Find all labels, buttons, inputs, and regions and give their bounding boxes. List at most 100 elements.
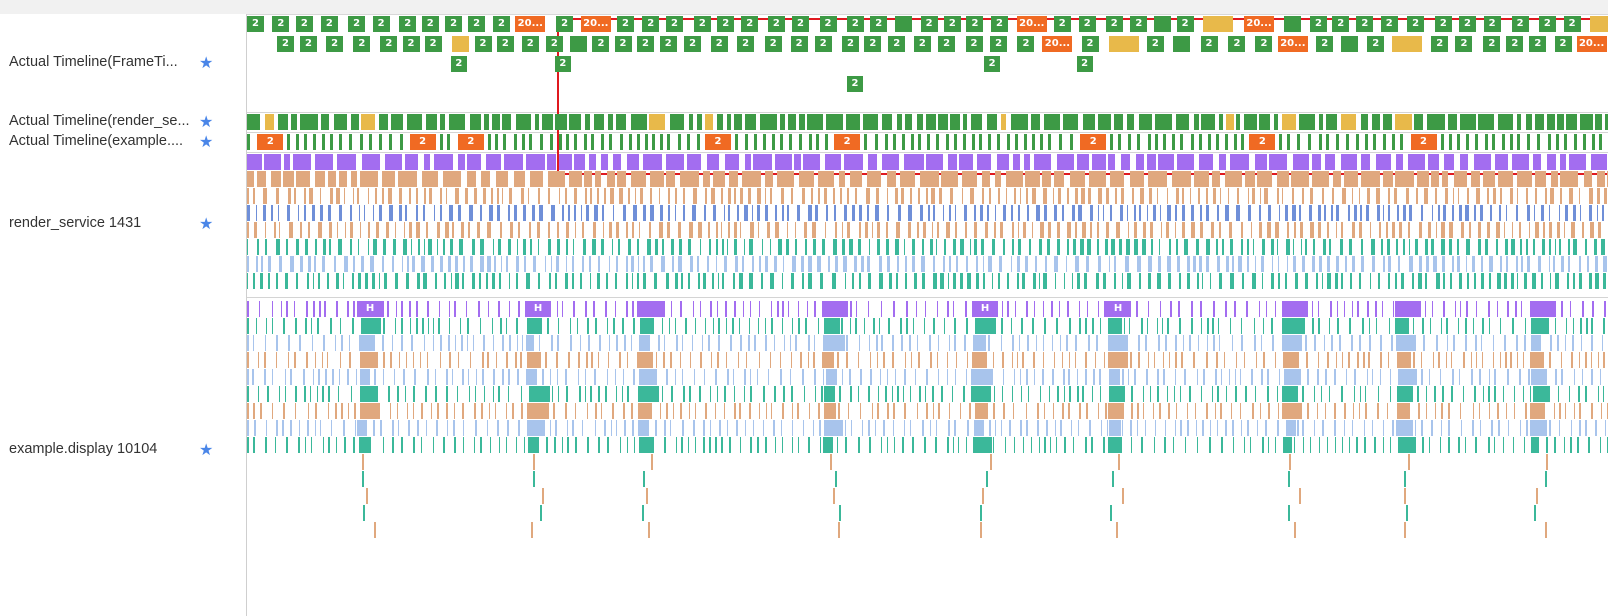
process-slice[interactable] bbox=[1504, 273, 1508, 289]
process-slice[interactable] bbox=[655, 352, 658, 368]
timeline-slice[interactable] bbox=[1466, 134, 1470, 150]
process-slice[interactable] bbox=[1264, 188, 1268, 204]
process-slice[interactable] bbox=[284, 386, 287, 402]
process-slice[interactable] bbox=[1426, 256, 1429, 272]
process-slice[interactable] bbox=[670, 352, 672, 368]
process-slice[interactable] bbox=[1293, 437, 1296, 453]
process-slice[interactable] bbox=[352, 318, 354, 334]
process-slice[interactable] bbox=[1200, 301, 1202, 317]
timeline-slice[interactable] bbox=[1282, 114, 1296, 130]
process-slice[interactable] bbox=[1239, 369, 1242, 385]
process-slice[interactable] bbox=[780, 188, 784, 204]
process-slice[interactable] bbox=[1105, 239, 1108, 255]
process-slice[interactable] bbox=[610, 188, 614, 204]
process-slice[interactable] bbox=[573, 301, 575, 317]
process-slice[interactable] bbox=[661, 256, 665, 272]
process-slice[interactable] bbox=[1474, 386, 1476, 402]
process-slice[interactable] bbox=[628, 239, 631, 255]
process-slice[interactable] bbox=[1165, 222, 1170, 238]
process-slice[interactable] bbox=[1013, 437, 1016, 453]
frame-slice[interactable]: 2 bbox=[614, 36, 632, 52]
process-slice[interactable] bbox=[247, 437, 249, 453]
process-slice[interactable] bbox=[1275, 222, 1280, 238]
process-slice[interactable] bbox=[551, 335, 553, 351]
process-slice[interactable] bbox=[1167, 273, 1172, 289]
process-slice[interactable] bbox=[742, 301, 745, 317]
process-slice[interactable] bbox=[733, 273, 736, 289]
process-slice[interactable] bbox=[1578, 273, 1582, 289]
process-slice[interactable] bbox=[1505, 239, 1508, 255]
process-slice[interactable] bbox=[935, 437, 937, 453]
process-slice[interactable] bbox=[1130, 352, 1132, 368]
process-slice[interactable] bbox=[558, 154, 572, 170]
process-slice[interactable] bbox=[846, 222, 851, 238]
process-slice[interactable] bbox=[1108, 369, 1121, 385]
process-slice[interactable] bbox=[893, 437, 896, 453]
process-slice[interactable] bbox=[1569, 188, 1574, 204]
process-slice[interactable] bbox=[681, 273, 683, 289]
process-slice[interactable] bbox=[641, 505, 644, 521]
process-slice[interactable] bbox=[502, 369, 504, 385]
process-slice[interactable] bbox=[694, 403, 697, 419]
process-slice[interactable] bbox=[509, 188, 513, 204]
process-slice[interactable] bbox=[834, 471, 837, 487]
process-slice[interactable] bbox=[783, 256, 785, 272]
process-slice[interactable] bbox=[1359, 386, 1361, 402]
frame-slice[interactable]: 2 bbox=[1316, 36, 1334, 52]
process-slice[interactable] bbox=[1286, 222, 1289, 238]
process-slice[interactable] bbox=[850, 386, 852, 402]
process-slice[interactable] bbox=[808, 437, 810, 453]
process-slice[interactable] bbox=[1141, 318, 1143, 334]
process-slice[interactable] bbox=[970, 188, 974, 204]
process-slice[interactable] bbox=[1516, 273, 1519, 289]
process-slice[interactable] bbox=[619, 352, 621, 368]
process-slice[interactable] bbox=[668, 318, 671, 334]
process-slice[interactable] bbox=[775, 222, 779, 238]
process-slice[interactable] bbox=[1156, 318, 1159, 334]
timeline-slice[interactable] bbox=[962, 134, 966, 150]
process-slice[interactable] bbox=[1190, 222, 1195, 238]
process-slice[interactable] bbox=[1048, 386, 1051, 402]
process-slice[interactable] bbox=[1581, 369, 1584, 385]
timeline-slice[interactable] bbox=[1176, 114, 1189, 130]
process-slice[interactable] bbox=[1283, 352, 1299, 368]
process-slice[interactable] bbox=[1274, 437, 1277, 453]
process-slice[interactable] bbox=[640, 188, 643, 204]
process-slice[interactable] bbox=[465, 188, 469, 204]
process-slice[interactable] bbox=[812, 420, 815, 436]
process-slice[interactable] bbox=[1328, 386, 1331, 402]
frame-slice[interactable]: 2 bbox=[295, 16, 313, 32]
frame-slice[interactable]: 2 bbox=[468, 16, 486, 32]
timeline-slice[interactable] bbox=[1492, 134, 1496, 150]
process-slice[interactable] bbox=[1536, 488, 1539, 504]
process-slice[interactable] bbox=[247, 239, 249, 255]
process-slice[interactable] bbox=[818, 188, 820, 204]
process-slice[interactable] bbox=[943, 239, 947, 255]
process-slice[interactable] bbox=[588, 335, 590, 351]
process-slice[interactable] bbox=[487, 301, 490, 317]
process-slice[interactable] bbox=[1255, 256, 1257, 272]
process-slice[interactable] bbox=[278, 222, 281, 238]
process-slice[interactable] bbox=[387, 301, 389, 317]
process-slice[interactable] bbox=[374, 369, 376, 385]
process-slice[interactable] bbox=[823, 437, 832, 453]
process-slice[interactable] bbox=[715, 437, 717, 453]
process-slice[interactable] bbox=[734, 301, 736, 317]
process-slice[interactable] bbox=[794, 154, 801, 170]
process-slice[interactable] bbox=[363, 505, 366, 521]
process-slice[interactable] bbox=[1218, 335, 1221, 351]
process-slice[interactable] bbox=[1240, 420, 1243, 436]
timeline-slice[interactable] bbox=[361, 114, 376, 130]
process-slice[interactable] bbox=[955, 222, 958, 238]
process-slice[interactable] bbox=[1590, 154, 1607, 170]
process-slice[interactable] bbox=[1282, 386, 1299, 402]
process-slice[interactable] bbox=[1351, 335, 1353, 351]
process-slice[interactable] bbox=[1568, 154, 1587, 170]
process-slice[interactable] bbox=[975, 256, 979, 272]
process-slice[interactable] bbox=[1578, 256, 1581, 272]
process-slice[interactable] bbox=[496, 188, 500, 204]
process-slice[interactable] bbox=[1334, 420, 1336, 436]
process-slice[interactable] bbox=[1201, 273, 1204, 289]
timeline-slice[interactable] bbox=[779, 134, 783, 150]
process-slice[interactable] bbox=[1018, 222, 1020, 238]
